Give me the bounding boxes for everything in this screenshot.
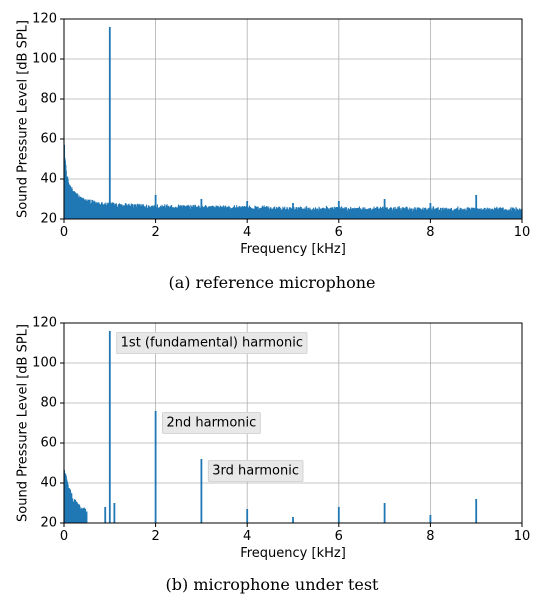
plot-frame <box>63 322 523 524</box>
y-tick-label: 60 <box>40 132 57 147</box>
x-tick-label: 2 <box>151 529 159 544</box>
y-axis-label: Sound Pressure Level [dB SPL] <box>16 324 31 522</box>
y-tick-label: 100 <box>32 52 57 67</box>
annotation-box <box>162 412 261 434</box>
subfigure-caption: (a) reference microphone <box>168 273 375 292</box>
x-tick-label: 6 <box>335 225 343 240</box>
x-tick-label: 0 <box>60 225 68 240</box>
chart-b: 1st (fundamental) harmonic 2nd harmonic 3r… <box>16 316 531 595</box>
annotation-box <box>116 332 308 354</box>
y-tick-label: 40 <box>40 172 57 187</box>
x-tick-label: 8 <box>426 529 434 544</box>
x-tick-label: 10 <box>514 225 531 240</box>
x-tick-label: 0 <box>60 529 68 544</box>
noise-bars <box>63 468 88 523</box>
y-tick-label: 120 <box>32 316 57 331</box>
y-tick-label: 20 <box>40 516 57 531</box>
annotation-box <box>207 460 304 482</box>
y-tick-label: 20 <box>40 212 57 227</box>
y-tick-label: 40 <box>40 476 57 491</box>
plot-frame <box>63 18 523 220</box>
noise-floor <box>63 468 88 523</box>
grid <box>63 18 523 220</box>
x-tick-label: 4 <box>243 529 251 544</box>
y-axis-label: Sound Pressure Level [dB SPL] <box>16 20 31 218</box>
y-tick-label: 80 <box>40 396 57 411</box>
x-tick-label: 2 <box>151 225 159 240</box>
x-axis-label: Frequency [kHz] <box>240 546 346 561</box>
annotation-2: 2nd harmonic <box>162 412 261 434</box>
annotation-text: 3rd harmonic <box>212 464 299 479</box>
spikes <box>108 27 478 219</box>
ticks: 0 2 4 6 8 10 20 40 60 80 100 120 <box>32 316 530 545</box>
x-tick-label: 6 <box>335 529 343 544</box>
y-tick-label: 80 <box>40 92 57 107</box>
x-tick-label: 10 <box>514 529 531 544</box>
chart-a: 0 2 4 6 8 10 20 40 60 80 100 120 Frequency [kHz] Soun… <box>16 12 531 293</box>
annotation-1: 1st (fundamental) harmonic <box>116 332 308 354</box>
y-tick-label: 120 <box>32 12 57 27</box>
y-tick-label: 60 <box>40 436 57 451</box>
x-axis-label: Frequency [kHz] <box>240 242 346 257</box>
spikes <box>104 331 478 523</box>
annotation-text: 2nd harmonic <box>166 416 256 431</box>
y-tick-label: 100 <box>32 356 57 371</box>
ticks: 0 2 4 6 8 10 20 40 60 80 100 120 <box>32 12 530 241</box>
subfigure-caption: (b) microphone under test <box>166 575 380 594</box>
x-tick-label: 4 <box>243 225 251 240</box>
annotation-text: 1st (fundamental) harmonic <box>121 336 303 351</box>
x-tick-label: 8 <box>426 225 434 240</box>
annotation-3: 3rd harmonic <box>207 460 304 482</box>
